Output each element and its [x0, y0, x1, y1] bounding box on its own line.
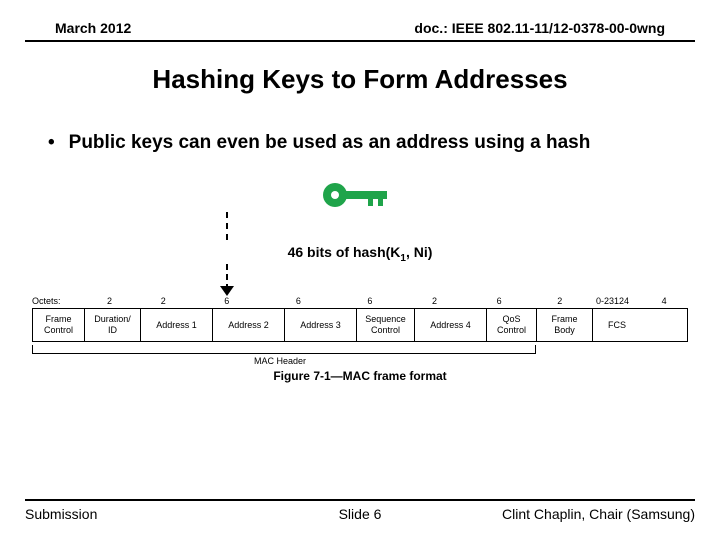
mac-frame-table: Octets: 226662620-231244 FrameControlDur… [32, 296, 688, 359]
bullet-marker: • [48, 131, 55, 156]
octet-value: 2 [406, 296, 464, 306]
field-cell: Address 2 [213, 309, 285, 341]
bullet-text: Public keys can even be used as an addre… [69, 131, 591, 156]
field-cell: Address 3 [285, 309, 357, 341]
footer-right: Clint Chaplin, Chair (Samsung) [502, 506, 695, 522]
arrowhead-icon [220, 286, 234, 296]
octet-value: 4 [640, 296, 688, 306]
octet-value: 6 [191, 296, 263, 306]
key-icon [320, 180, 400, 215]
slide-title: Hashing Keys to Form Addresses [0, 64, 720, 95]
octet-value: 2 [535, 296, 585, 306]
octet-value: 6 [263, 296, 335, 306]
bullet-item: • Public keys can even be used as an add… [48, 131, 672, 156]
fields-row: FrameControlDuration/IDAddress 1Address … [32, 308, 688, 342]
slide-header: March 2012 doc.: IEEE 802.11-11/12-0378-… [25, 0, 695, 42]
arrow-segment-1 [226, 212, 228, 240]
slide-footer: Submission Slide 6 Clint Chaplin, Chair … [25, 499, 695, 522]
field-cell: Duration/ID [85, 309, 141, 341]
octet-value: 2 [32, 296, 136, 306]
figure-caption: Figure 7-1—MAC frame format [0, 369, 720, 383]
field-cell: QoSControl [487, 309, 537, 341]
header-doc-ref: doc.: IEEE 802.11-11/12-0378-00-0wng [414, 20, 665, 36]
octet-value: 6 [334, 296, 406, 306]
field-cell: FrameBody [537, 309, 593, 341]
diagram: 46 bits of hash(K1, Ni) Octets: 22666262… [0, 174, 720, 404]
bracket-line [32, 345, 536, 354]
mac-header-bracket: MAC Header [32, 345, 688, 359]
hash-label: 46 bits of hash(K1, Ni) [0, 244, 720, 264]
octet-value: 0-23124 [585, 296, 641, 306]
octet-value: 2 [135, 296, 191, 306]
field-cell: Address 4 [415, 309, 487, 341]
field-cell: Address 1 [141, 309, 213, 341]
field-cell: SequenceControl [357, 309, 415, 341]
bullet-list: • Public keys can even be used as an add… [48, 131, 672, 156]
header-date: March 2012 [55, 20, 131, 36]
field-cell: FCS [593, 309, 641, 341]
octet-value: 6 [463, 296, 535, 306]
field-cell: FrameControl [33, 309, 85, 341]
mac-header-label: MAC Header [254, 356, 306, 366]
octets-row: Octets: 226662620-231244 [32, 296, 688, 306]
